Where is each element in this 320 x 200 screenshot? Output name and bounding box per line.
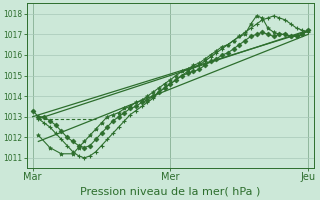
X-axis label: Pression niveau de la mer( hPa ): Pression niveau de la mer( hPa ) bbox=[80, 187, 260, 197]
